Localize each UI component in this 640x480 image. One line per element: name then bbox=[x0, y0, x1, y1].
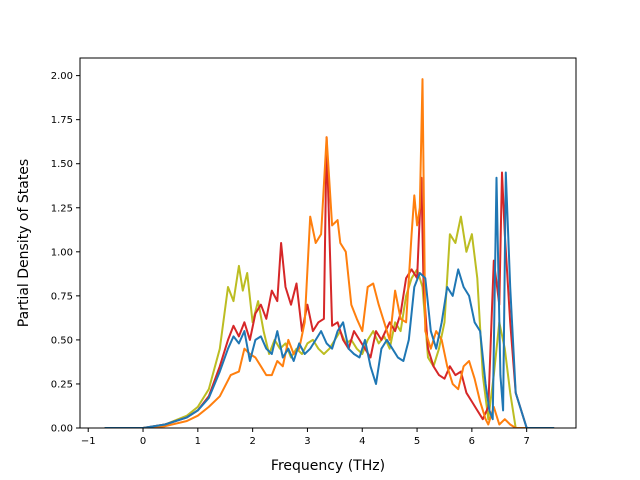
y-axis-label: Partial Density of States bbox=[16, 159, 32, 327]
series-layer bbox=[104, 78, 555, 428]
x-tick-label: −1 bbox=[81, 436, 96, 447]
y-tick-label: 0.50 bbox=[51, 335, 73, 346]
x-axis-ticks: −1 0 1 2 3 4 5 6 7 bbox=[81, 428, 530, 447]
y-axis-ticks: 0.00 0.25 0.50 0.75 1.00 1.25 1.50 1.75 2.00 bbox=[51, 71, 80, 435]
x-tick-label: 5 bbox=[414, 436, 420, 447]
series-line-1 bbox=[104, 215, 555, 428]
x-tick-label: 7 bbox=[523, 436, 529, 447]
x-tick-label: 0 bbox=[140, 436, 146, 447]
y-tick-label: 0.25 bbox=[51, 379, 73, 390]
x-tick-label: 2 bbox=[249, 436, 255, 447]
y-tick-label: 0.00 bbox=[51, 424, 73, 435]
x-tick-label: 4 bbox=[359, 436, 365, 447]
y-tick-label: 1.50 bbox=[51, 159, 73, 170]
x-tick-label: 3 bbox=[304, 436, 310, 447]
series-line-3 bbox=[104, 78, 555, 428]
x-tick-label: 1 bbox=[195, 436, 201, 447]
y-tick-label: 1.25 bbox=[51, 203, 73, 214]
x-tick-label: 6 bbox=[469, 436, 475, 447]
y-tick-label: 1.75 bbox=[51, 115, 73, 126]
x-axis-label: Frequency (THz) bbox=[271, 458, 385, 474]
y-tick-label: 2.00 bbox=[51, 71, 73, 82]
plot-frame bbox=[79, 57, 577, 429]
y-tick-label: 1.00 bbox=[51, 247, 73, 258]
y-tick-label: 0.75 bbox=[51, 291, 73, 302]
series-line-4 bbox=[104, 171, 555, 428]
series-line-2 bbox=[104, 136, 555, 428]
